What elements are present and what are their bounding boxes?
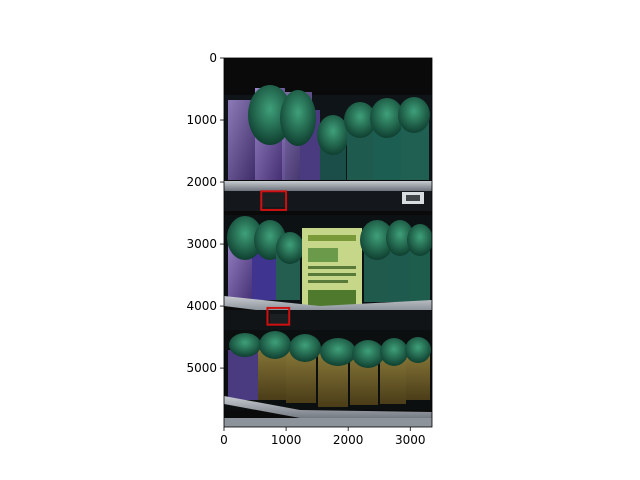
- shelf-1: [224, 181, 432, 191]
- y-tick-label: 5000: [186, 361, 217, 375]
- shelf-3: [224, 396, 432, 420]
- bottom-shelf-plants: [224, 330, 432, 410]
- y-tick-label: 2000: [186, 175, 217, 189]
- bounding-box-2: [266, 306, 291, 326]
- y-tick-label: 3000: [186, 237, 217, 251]
- y-tick-label: 0: [209, 51, 217, 65]
- x-tick-label: 0: [220, 433, 228, 447]
- boxes-layer: [260, 190, 291, 326]
- top-shelf-plants: [228, 85, 430, 180]
- axes-frame: [223, 57, 433, 428]
- middle-shelf-plants: [224, 215, 432, 312]
- axes: 0 1000 2000 3000 0 1000 2000 3000 4000 5000: [186, 51, 433, 447]
- x-tick-label: 3000: [395, 433, 426, 447]
- x-tick-label: 2000: [333, 433, 364, 447]
- y-tick-label: 1000: [186, 113, 217, 127]
- bounding-box-1: [260, 190, 288, 211]
- photo-image: [224, 58, 432, 427]
- y-tick-label: 4000: [186, 299, 217, 313]
- x-tick-label: 1000: [271, 433, 302, 447]
